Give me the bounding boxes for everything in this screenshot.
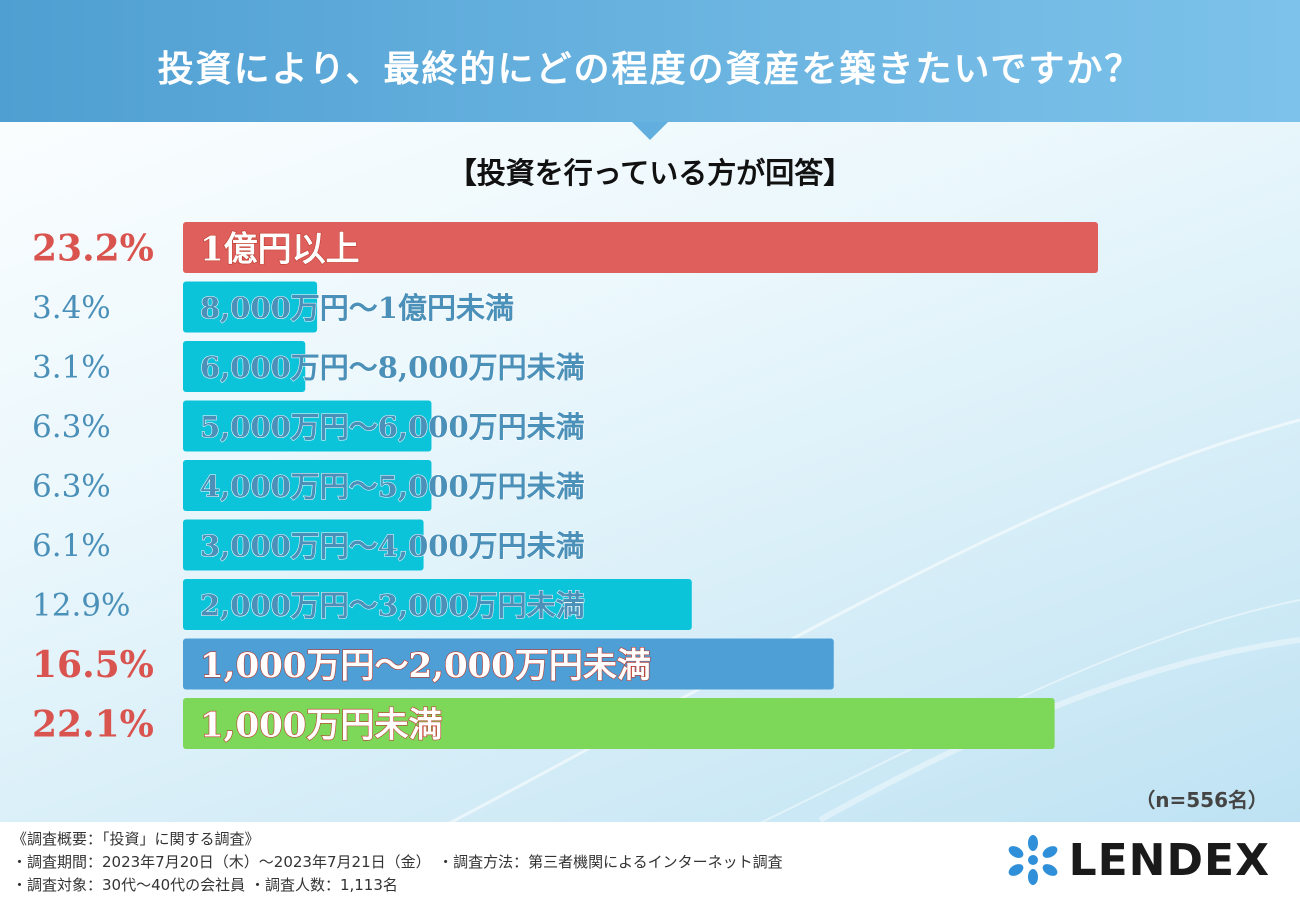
category-label: 4,000万円～5,000万円未満 <box>200 470 585 504</box>
survey-target-count: ・調査対象：30代～40代の会社員 ・調査人数：1,113名 <box>12 876 398 894</box>
brand-logo: LENDEX <box>1005 834 1270 886</box>
category-label: 1,000万円未満 <box>200 706 442 746</box>
value-label: 23.2% <box>32 228 154 270</box>
value-label: 3.4% <box>32 290 111 326</box>
category-label: 1億円以上 <box>200 230 360 270</box>
category-label: 1,000万円～2,000万円未満 <box>200 646 651 686</box>
bar <box>183 222 1098 273</box>
bar <box>183 519 424 571</box>
value-label: 6.3% <box>32 409 111 445</box>
dots-burst-icon <box>1008 835 1057 885</box>
brand-name: LENDEX <box>1068 834 1270 886</box>
category-label: 5,000万円～6,000万円未満 <box>200 410 585 444</box>
bar <box>183 341 306 392</box>
value-label: 12.9% <box>32 588 130 624</box>
value-label: 6.1% <box>32 528 111 564</box>
bar <box>183 579 692 630</box>
value-label: 22.1% <box>32 704 154 746</box>
category-label: 8,000万円～1億円未満 <box>200 291 514 325</box>
bar <box>183 400 432 452</box>
page-title: 投資により、最終的にどの程度の資産を築きたいですか？ <box>157 49 1143 90</box>
category-label: 6,000万円～8,000万円未満 <box>200 351 585 385</box>
title-banner <box>0 0 1300 122</box>
bar <box>183 460 432 511</box>
survey-footer: 《調査概要：「投資」に関する調査》 ・調査期間：2023年7月20日（木）～20… <box>0 822 1300 900</box>
chart-subtitle: 【投資を行っている方が回答】 <box>447 156 853 190</box>
banner-pointer <box>632 122 668 140</box>
category-label: 3,000万円～4,000万円未満 <box>200 529 585 563</box>
category-label: 2,000万円～3,000万円未満 <box>200 589 585 623</box>
value-label: 3.1% <box>32 350 111 386</box>
survey-overview: 《調査概要：「投資」に関する調査》 <box>12 830 260 848</box>
bar <box>183 281 318 333</box>
sample-size: （n=556名） <box>1135 788 1268 812</box>
value-label: 6.3% <box>32 469 111 505</box>
bar <box>183 698 1055 749</box>
bar <box>183 638 834 690</box>
survey-period-method: ・調査期間：2023年7月20日（木）～2023年7月21日（金） ・調査方法：… <box>12 853 783 871</box>
value-label: 16.5% <box>32 644 154 686</box>
